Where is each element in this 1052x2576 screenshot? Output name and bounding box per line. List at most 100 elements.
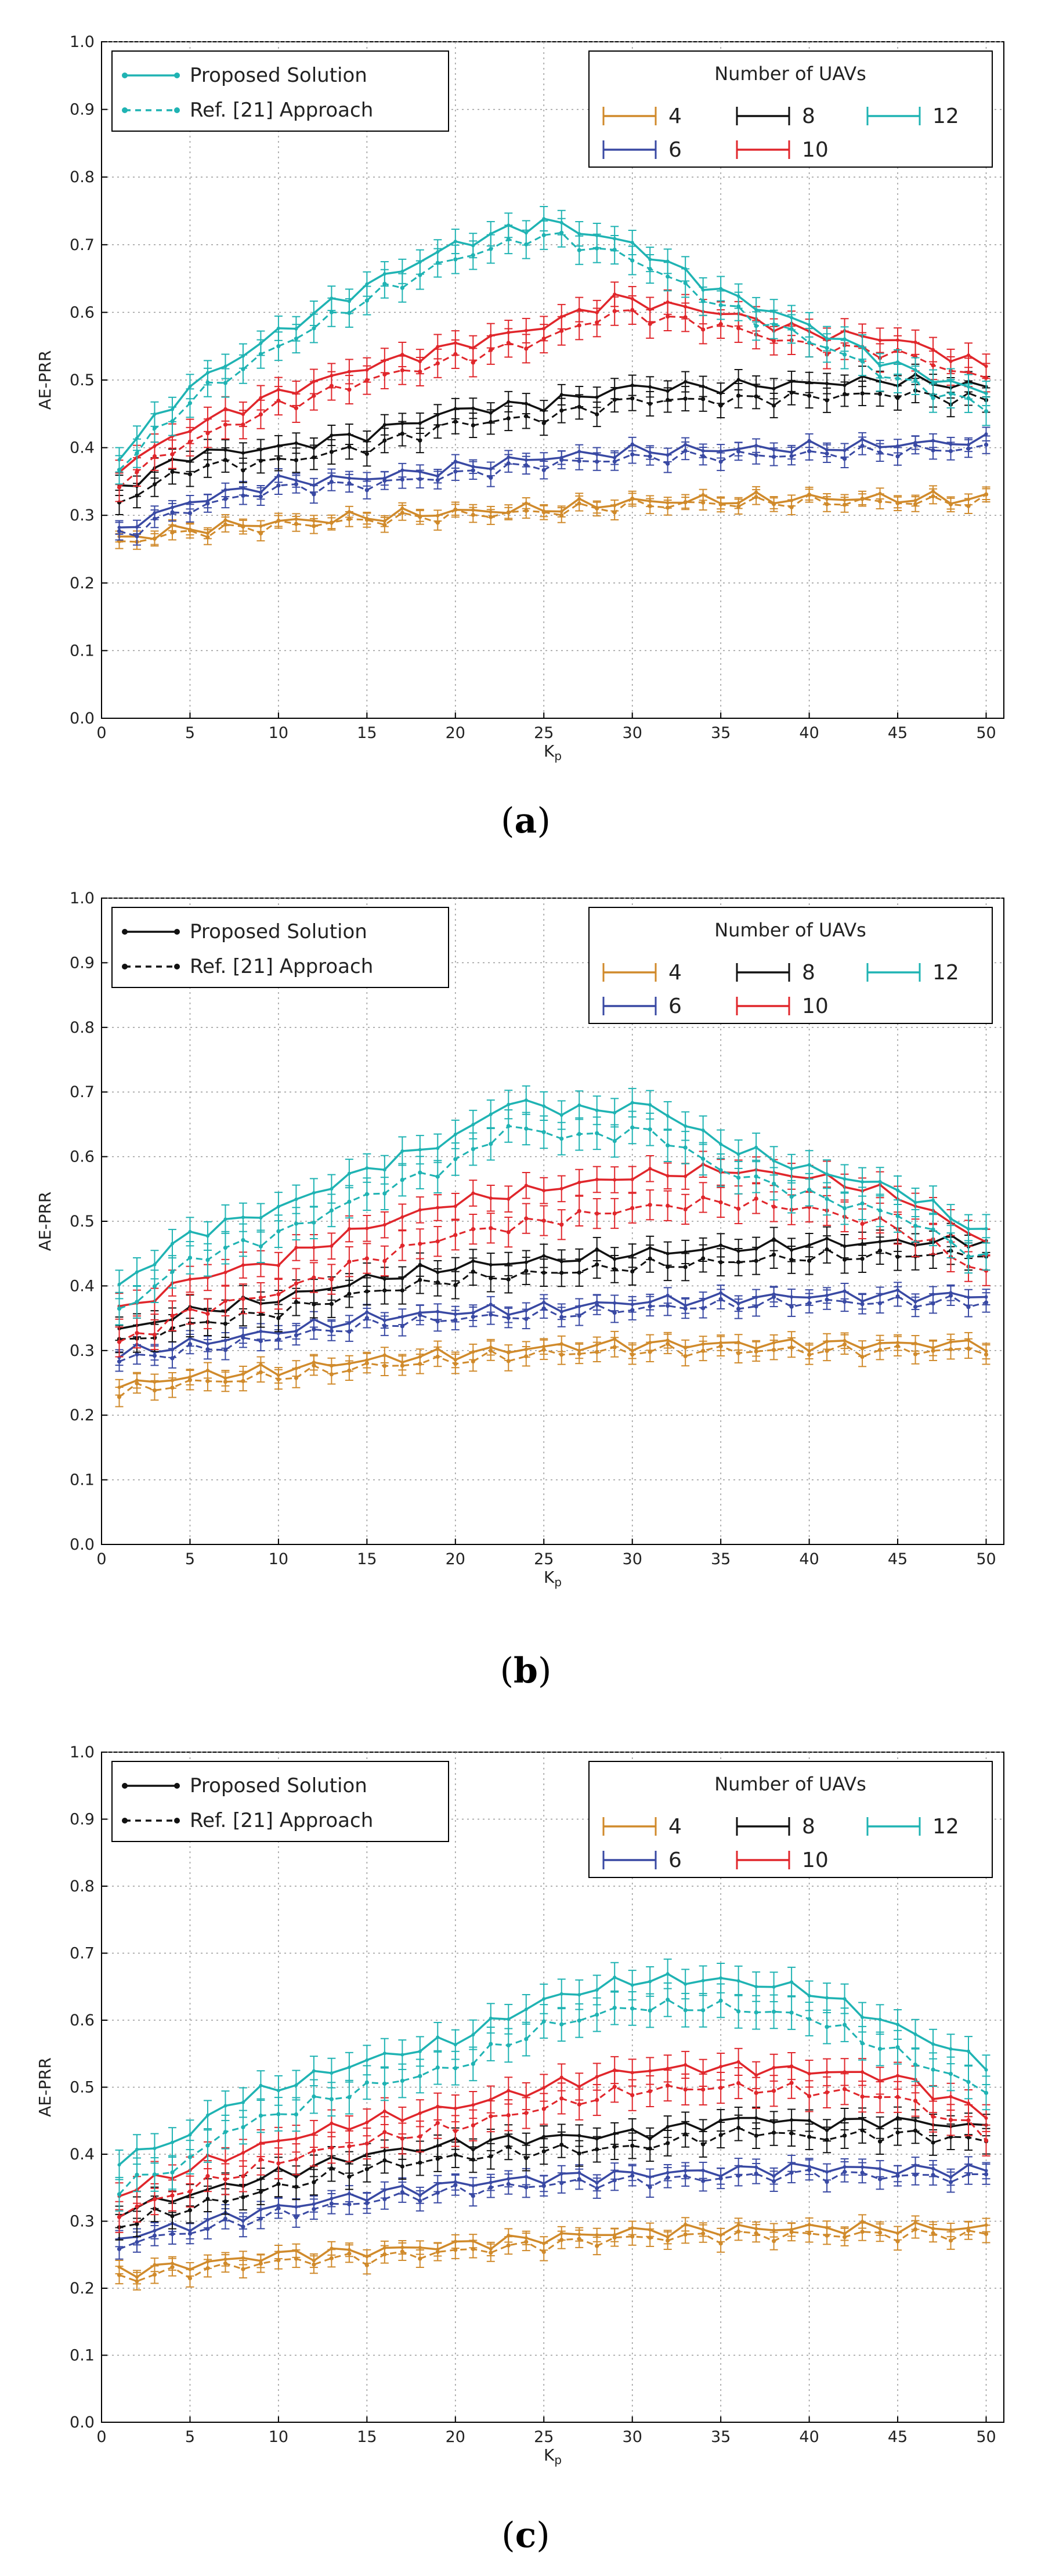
data-point (684, 305, 687, 309)
data-point (719, 287, 722, 290)
data-point (418, 1263, 422, 1267)
data-point (365, 1227, 368, 1230)
data-point (171, 408, 174, 411)
data-point (984, 1251, 988, 1256)
data-point (294, 392, 298, 395)
data-point (471, 360, 475, 364)
legend-uav-4-label: 4 (668, 104, 682, 128)
panel-caption: (b) (500, 1651, 552, 1691)
data-point (507, 2234, 510, 2237)
data-point (436, 413, 439, 417)
data-point (736, 1175, 740, 1180)
data-point (631, 1254, 634, 1257)
x-tick-label: 20 (446, 2428, 465, 2446)
data-point (170, 470, 174, 474)
data-point (896, 360, 899, 364)
data-point (383, 1354, 386, 1357)
data-point (631, 241, 634, 244)
data-point (365, 298, 369, 302)
data-point (595, 1131, 599, 1135)
data-point (684, 1175, 687, 1178)
data-point (223, 1299, 227, 1303)
data-point (684, 1207, 688, 1211)
data-point (418, 421, 422, 425)
y-tick-label: 0.7 (70, 1945, 95, 1963)
data-point (471, 1147, 475, 1151)
data-point (453, 469, 457, 473)
data-point (223, 381, 227, 385)
x-tick-label: 25 (534, 1550, 554, 1568)
data-point (631, 2226, 634, 2230)
x-tick-label: 20 (446, 724, 465, 742)
data-point (577, 1259, 581, 1262)
data-point (542, 1189, 545, 1192)
data-point (277, 474, 280, 477)
data-point (613, 456, 616, 460)
data-point (684, 1265, 688, 1269)
y-tick-label: 0.7 (70, 1083, 95, 1101)
data-point (577, 1104, 581, 1107)
data-point (666, 1204, 670, 1208)
data-point (630, 1126, 634, 1130)
data-point (542, 1271, 546, 1275)
data-point (772, 1293, 776, 1296)
y-tick-label: 0.5 (70, 2079, 95, 2097)
data-point (312, 1327, 316, 1332)
data-point (772, 1204, 776, 1209)
data-point (648, 1127, 652, 1131)
data-point (454, 341, 457, 345)
data-point (454, 460, 457, 463)
data-point (666, 1252, 670, 1256)
data-point (913, 1224, 917, 1228)
data-point (577, 1305, 581, 1308)
x-tick-label: 5 (185, 1550, 195, 1568)
data-point (330, 1277, 334, 1281)
data-point (525, 501, 528, 505)
data-point (754, 1296, 758, 1299)
data-point (348, 476, 351, 480)
x-tick-label: 45 (888, 2428, 908, 2446)
data-point (843, 1244, 847, 1248)
data-point (630, 1206, 634, 1210)
data-point (878, 392, 882, 396)
data-point (241, 354, 245, 358)
data-point (985, 1349, 988, 1353)
data-point (984, 2232, 988, 2236)
data-point (330, 2197, 333, 2201)
data-point (312, 446, 316, 450)
data-point (790, 1338, 793, 1341)
data-point (542, 1345, 545, 1348)
data-point (383, 1223, 386, 1227)
data-point (205, 1258, 209, 1262)
data-point (206, 500, 209, 503)
data-point (702, 2228, 705, 2231)
data-point (489, 232, 493, 236)
data-point (383, 2246, 386, 2249)
data-point (631, 383, 634, 387)
data-point (400, 469, 404, 472)
data-point (365, 1192, 369, 1196)
data-point (454, 1204, 457, 1208)
data-point (772, 2239, 776, 2243)
data-point (737, 1152, 740, 1156)
data-point (825, 382, 829, 385)
data-point (347, 1200, 351, 1204)
data-point (294, 327, 298, 331)
data-point (630, 396, 634, 400)
data-point (330, 522, 333, 525)
data-point (312, 483, 316, 487)
data-point (383, 359, 386, 362)
data-point (170, 1269, 174, 1273)
data-point (471, 2194, 475, 2198)
data-point (347, 388, 351, 392)
data-point (241, 1334, 245, 1337)
data-point (949, 1340, 953, 1344)
data-point (454, 2180, 457, 2184)
data-point (860, 391, 864, 395)
legend-reference-label: Ref. [21] Approach (190, 99, 373, 122)
data-point (241, 1215, 245, 1219)
data-point (631, 497, 634, 501)
data-point (860, 1257, 864, 1261)
data-point (666, 274, 670, 278)
